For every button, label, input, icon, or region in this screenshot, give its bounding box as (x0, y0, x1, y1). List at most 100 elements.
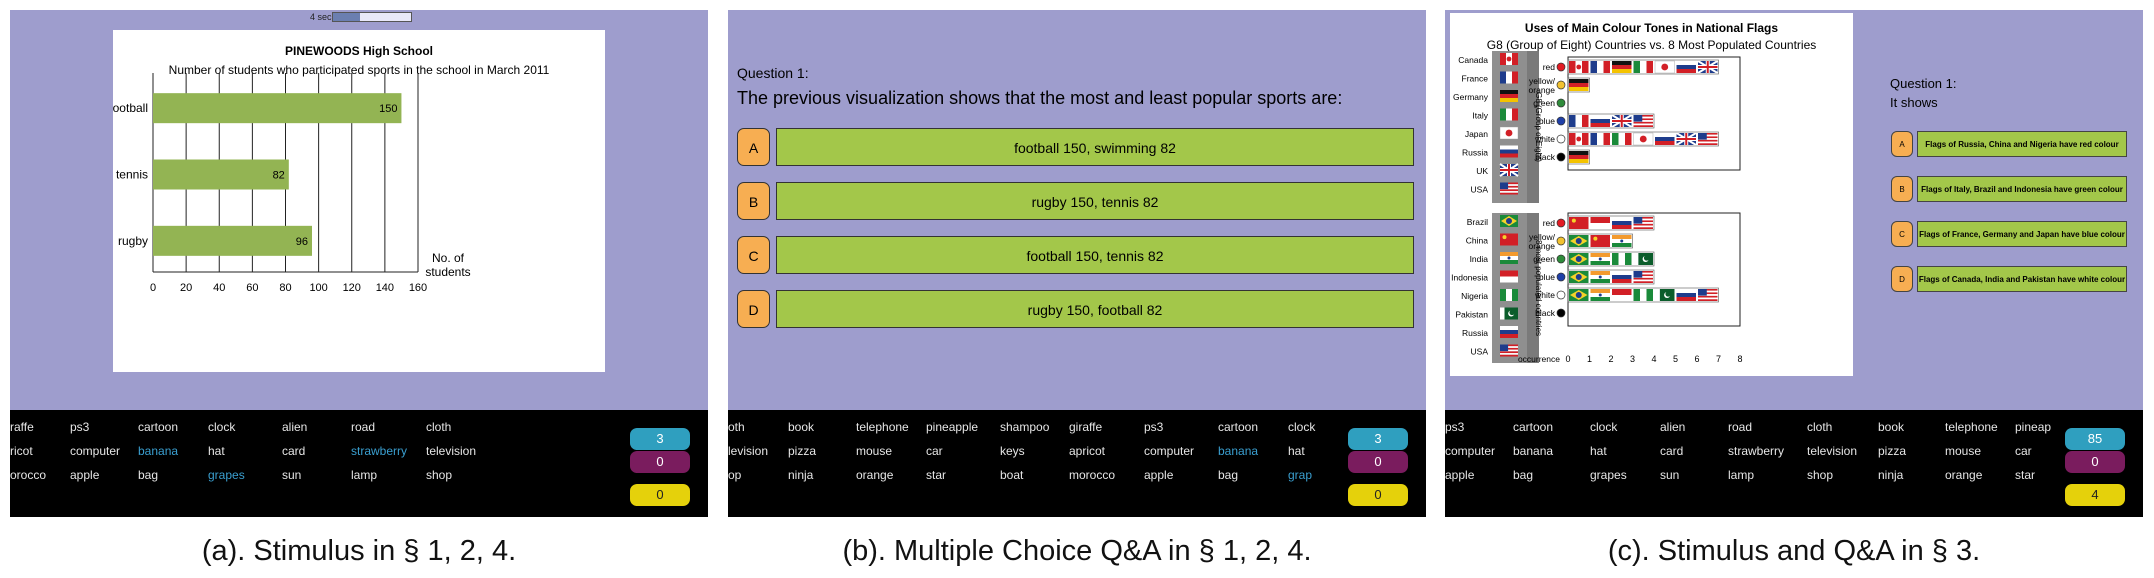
word-item: sun (1660, 468, 1680, 482)
x-axis-label: occurrence (1518, 354, 1560, 364)
country-label: India (1470, 254, 1489, 264)
flag-usa-icon (1633, 115, 1653, 127)
country-label: Germany (1453, 92, 1489, 102)
chart-title: PINEWOODS High School (284, 44, 433, 58)
colour-dot (1556, 218, 1566, 228)
option-a-letter[interactable]: A (737, 128, 770, 166)
colour-dot (1556, 152, 1566, 162)
word-item: shop (426, 468, 453, 482)
flag-france-icon (1500, 71, 1518, 84)
bar-chart-card: PINEWOODS High School Number of students… (113, 30, 605, 372)
flag-colour-chart: G8 (Group of Eight) 8 most populated coun… (1451, 51, 1743, 364)
x-tick-label: 6 (1694, 354, 1699, 364)
option-c-button[interactable]: football 150, tennis 82 (776, 236, 1414, 274)
score-counter-purple: 0 (2065, 451, 2125, 473)
word-item: pineap (2015, 420, 2052, 434)
chart-subtitle: Number of students who participated spor… (168, 63, 550, 77)
flag-usa-icon (1633, 271, 1653, 283)
colour-label: white (1534, 134, 1555, 144)
flag-pakistan-icon (1633, 253, 1653, 265)
flag-germany-icon (1500, 90, 1518, 102)
option-a-letter[interactable]: A (1891, 131, 1913, 157)
flag-france-icon (1590, 133, 1610, 145)
flag-china-icon (1590, 235, 1610, 247)
occurrence-bar (1567, 149, 1590, 165)
option-c-letter[interactable]: C (737, 236, 770, 274)
word-item: apple (70, 468, 100, 482)
colour-label: orange (1529, 241, 1556, 251)
country-label: USA (1471, 185, 1489, 195)
x-tick-label: 80 (279, 282, 291, 294)
flag-russia-icon (1500, 145, 1518, 158)
flag-china-icon (1500, 233, 1518, 246)
word-item: bag (1218, 468, 1239, 482)
value-label: 150 (379, 103, 397, 115)
word-item: levision (728, 444, 769, 458)
word-item: alien (1660, 420, 1686, 434)
option-a-button[interactable]: football 150, swimming 82 (776, 128, 1414, 166)
score-counter-yellow: 0 (630, 484, 690, 506)
flag-canada-icon (1500, 53, 1518, 65)
x-tick-label: 5 (1673, 354, 1678, 364)
colour-label: blue (1539, 116, 1555, 126)
option-d-button[interactable]: rugby 150, football 82 (776, 290, 1414, 328)
country-label: Indonesia (1451, 273, 1488, 283)
colour-label: black (1535, 152, 1556, 162)
word-item: boat (1000, 468, 1024, 482)
flag-france-icon (1590, 61, 1610, 73)
question-text: The previous visualization shows that th… (737, 88, 1343, 108)
word-item: orange (1945, 468, 1983, 482)
word-item: car (926, 444, 943, 458)
word-item: morocco (1069, 468, 1116, 482)
country-label: Nigeria (1461, 291, 1488, 301)
colour-dot (1556, 80, 1566, 90)
group1-label: G8 (Group of Eight) (1534, 92, 1543, 162)
option-a-button[interactable]: Flags of Russia, China and Nigeria have … (1917, 131, 2127, 157)
flag-chart-subtitle: G8 (Group of Eight) Countries vs. 8 Most… (1486, 38, 1817, 52)
x-tick-label: 120 (343, 282, 361, 294)
group2-plot-frame (1567, 212, 1741, 327)
country-label: USA (1471, 347, 1489, 357)
group2-label: 8 most populated countries (1534, 240, 1543, 336)
word-item: strawberry (351, 444, 408, 458)
question-label: Question 1: (737, 65, 809, 81)
flag-brazil-icon (1569, 253, 1589, 265)
option-b-button[interactable]: Flags of Italy, Brazil and Indonesia hav… (1917, 176, 2127, 202)
timer-label: 4 sec. (310, 12, 335, 22)
option-d-letter[interactable]: D (1891, 266, 1913, 292)
flag-pakistan-icon (1500, 307, 1518, 320)
option-c-button[interactable]: Flags of France, Germany and Japan have … (1917, 221, 2127, 247)
word-item: strawberry (1728, 444, 1785, 458)
score-counter-blue: 3 (1348, 428, 1408, 450)
option-d-button[interactable]: Flags of Canada, India and Pakistan have… (1917, 266, 2127, 292)
x-axis-label: students (425, 265, 470, 279)
group2-label-bar (1527, 213, 1539, 363)
word-item: cartoon (1513, 420, 1554, 434)
bar (153, 93, 402, 124)
flag-indonesia-icon (1500, 270, 1518, 283)
option-b-letter[interactable]: B (737, 182, 770, 220)
colour-label: red (1543, 218, 1556, 228)
option-b-button[interactable]: rugby 150, tennis 82 (776, 182, 1414, 220)
option-b-letter[interactable]: B (1891, 176, 1913, 202)
flag-brazil-icon (1569, 235, 1589, 247)
option-c-letter[interactable]: C (1891, 221, 1913, 247)
country-label: Russia (1462, 328, 1488, 338)
word-item: apricot (1069, 444, 1106, 458)
flag-uk-icon (1697, 60, 1719, 74)
country-label: Canada (1458, 55, 1488, 65)
x-tick-label: 0 (1565, 354, 1570, 364)
word-item: banana (138, 444, 179, 458)
word-item: orange (856, 468, 894, 482)
occurrence-bar (1567, 77, 1590, 93)
word-item: cartoon (138, 420, 179, 434)
word-item: oth (728, 420, 745, 434)
word-item: card (282, 444, 306, 458)
word-item: car (2015, 444, 2032, 458)
option-d-letter[interactable]: D (737, 290, 770, 328)
stimulus-screen: 4 sec. PINEWOODS High School Number of s… (10, 10, 708, 410)
flag-japan-icon (1654, 60, 1675, 74)
flag-india-icon (1590, 253, 1610, 265)
word-item: clock (208, 420, 236, 434)
flag-usa-icon (1500, 344, 1518, 357)
